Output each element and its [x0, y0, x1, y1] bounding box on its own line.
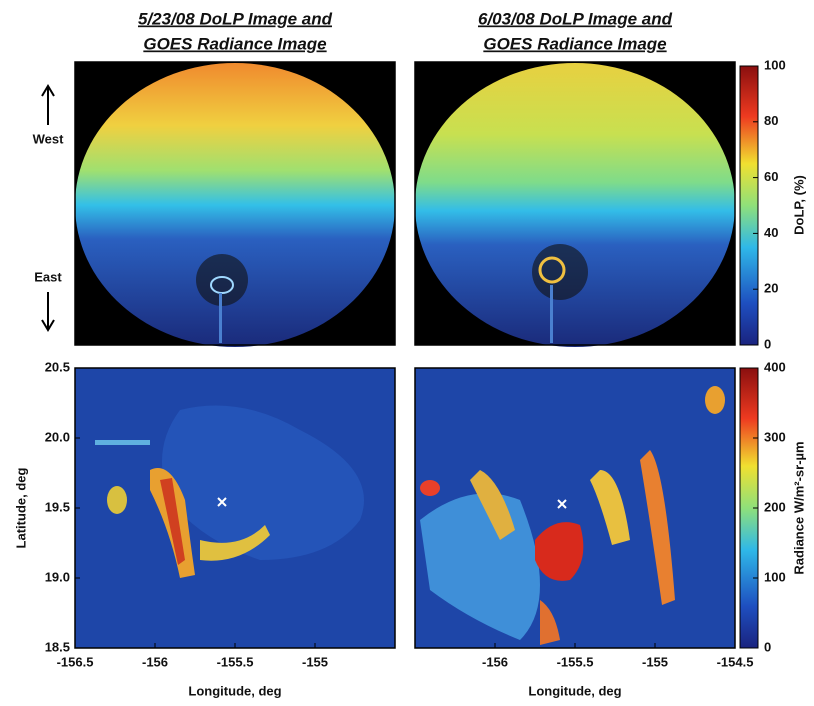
colorbar-tick-label: 40 [764, 225, 778, 240]
x-tick-label: -155.5 [557, 654, 594, 669]
colorbar-tick-label: 20 [764, 281, 778, 296]
dolp-colorbar [740, 66, 758, 345]
direction-arrows [42, 86, 54, 330]
colorbar-tick-label: 400 [764, 359, 786, 374]
colorbar-label: DoLP, (%) [791, 175, 806, 235]
x-tick-label: -155 [302, 654, 328, 669]
dolp-image [415, 62, 735, 347]
radiance-image [415, 368, 735, 648]
y-tick-label: 18.5 [45, 639, 70, 654]
x-tick-label: -155.5 [217, 654, 254, 669]
colorbar-tick-label: 0 [764, 639, 771, 654]
panel-title: 5/23/08 DoLP Image and [138, 9, 333, 28]
panel-title: GOES Radiance Image [483, 34, 666, 53]
colorbar-tick-label: 0 [764, 336, 771, 351]
x-tick-label: -156 [482, 654, 508, 669]
colorbar-tick-label: 100 [764, 57, 786, 72]
direction-label: West [33, 131, 64, 146]
x-tick-label: -155 [642, 654, 668, 669]
colorbar-tick-label: 200 [764, 499, 786, 514]
colorbar-tick-label: 60 [764, 169, 778, 184]
x-tick-label: -156 [142, 654, 168, 669]
direction-label: East [34, 269, 62, 284]
colorbar-label: Radiance W/m²-sr-µm [791, 441, 806, 574]
colorbar-tick-label: 80 [764, 113, 778, 128]
y-tick-label: 20.0 [45, 429, 70, 444]
colorbar-tick-label: 100 [764, 569, 786, 584]
colorbar-tick-label: 300 [764, 429, 786, 444]
x-axis-label: Longitude, deg [188, 683, 281, 698]
y-tick-label: 19.5 [45, 499, 70, 514]
panel-title: 6/03/08 DoLP Image and [478, 9, 673, 28]
radiance-image [75, 368, 395, 648]
x-tick-label: -156.5 [57, 654, 94, 669]
y-axis-label: Latitude, deg [13, 467, 28, 548]
y-tick-label: 19.0 [45, 569, 70, 584]
y-tick-label: 20.5 [45, 359, 70, 374]
panel-title: GOES Radiance Image [143, 34, 326, 53]
figure: 5/23/08 DoLP Image and GOES Radiance Ima… [0, 0, 814, 706]
x-tick-label: -154.5 [717, 654, 754, 669]
dolp-image [75, 62, 395, 347]
x-axis-label: Longitude, deg [528, 683, 621, 698]
